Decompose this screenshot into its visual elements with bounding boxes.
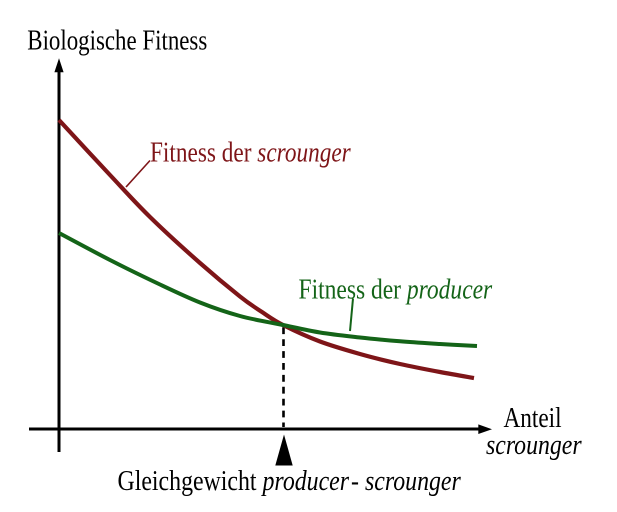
svg-text:Fitness der scrounger: Fitness der scrounger bbox=[150, 137, 352, 169]
svg-text:scrounger: scrounger bbox=[486, 429, 582, 460]
svg-text:Fitness der producer: Fitness der producer bbox=[299, 274, 494, 305]
svg-text:Anteil: Anteil bbox=[504, 402, 562, 434]
svg-text:Gleichgewicht producer - scrou: Gleichgewicht producer - scrounger bbox=[118, 465, 462, 496]
svg-text:Biologische Fitness: Biologische Fitness bbox=[27, 25, 207, 57]
